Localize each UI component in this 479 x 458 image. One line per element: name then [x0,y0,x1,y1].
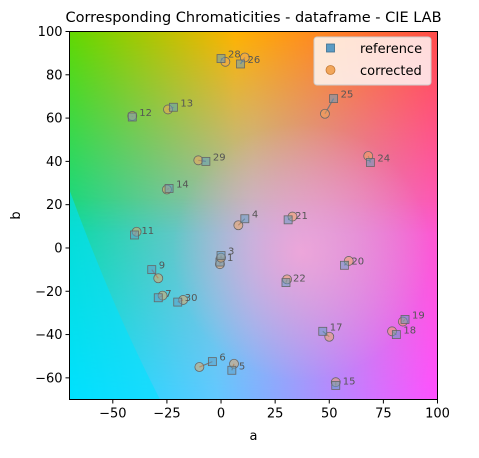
reference-point [216,54,226,63]
x-tick-label: −25 [153,407,180,422]
reference-point [169,102,178,112]
y-tick-label: 60 [46,112,63,127]
reference-point [153,293,163,303]
x-tick-label: −50 [99,407,126,422]
y-tick-label: 80 [46,68,63,83]
point-label: 11 [141,226,154,237]
point-label: 24 [377,153,390,164]
reference-point [281,278,291,288]
point-label: 28 [228,50,241,61]
x-axis-label: a [250,429,258,444]
reference-point [216,251,226,260]
reference-point [340,260,349,270]
point-label: 15 [343,376,356,387]
y-tick-label: 0 [54,241,62,256]
legend-marker-reference [326,43,335,53]
reference-point [329,94,338,104]
corrected-point [193,155,204,166]
x-tick-label: 25 [267,407,284,422]
point-label: 12 [139,108,152,119]
y-tick-label: −20 [35,285,62,300]
reference-point [130,230,139,240]
y-tick-label: 20 [46,198,63,213]
point-label: 20 [351,256,364,267]
y-tick-label: 40 [46,155,63,170]
point-label: 14 [176,179,189,190]
chromaticity-background [69,31,438,400]
x-tick-label: 100 [425,407,450,422]
reference-point [173,297,183,307]
y-tick-label: −60 [35,371,62,386]
point-label: 19 [412,310,425,321]
y-axis-label: b [9,211,24,219]
point-label: 5 [239,361,245,372]
reference-point [283,215,293,225]
x-tick-label: 0 [217,407,225,422]
point-label: 13 [180,98,193,109]
corrected-point [153,273,164,284]
legend-marker-corrected [325,65,336,75]
reference-point [147,265,157,275]
point-label: 30 [185,293,198,304]
x-tick-label: 75 [375,407,392,422]
point-label: 17 [330,322,343,333]
point-label: 29 [213,152,226,163]
point-label: 7 [165,289,171,300]
reference-point [400,315,410,324]
point-label: 3 [228,247,234,258]
legend: reference corrected [313,36,432,86]
reference-point [127,112,137,122]
reference-point [236,59,245,69]
point-label: 26 [248,55,261,66]
point-labels: 13 4 5 6 7 9 11 12 13 14 15 17 18 19 20 21 22 24 25 26 28 29 3… [139,50,424,388]
point-label: 22 [293,274,306,285]
reference-point [201,156,211,166]
reference-point [207,357,217,367]
x-tick-label: 50 [321,407,338,422]
y-axis-ticks: −60 −40 −20 0 20 40 60 80 100 [35,25,70,386]
reference-point [227,365,237,375]
reference-point [331,381,341,390]
point-label: 9 [159,261,165,272]
legend-box [313,36,432,86]
chart-title: Corresponding Chromaticities - dataframe… [65,10,441,26]
corrected-point [194,362,205,372]
point-label: 25 [341,90,354,101]
plot-frame [69,31,438,400]
point-label: 6 [219,353,225,364]
y-tick-label: −40 [35,328,62,343]
y-tick-label: 100 [38,25,63,40]
legend-label-reference: reference [360,42,422,57]
point-label: 18 [403,326,416,337]
reference-point [318,326,328,336]
markers [127,52,410,390]
reference-point [365,158,375,167]
reference-point [240,214,250,224]
corrected-point [320,108,330,119]
point-label: 1 [227,253,233,264]
point-label: 4 [252,210,258,221]
reference-point [164,184,174,193]
reference-point [391,330,401,339]
x-axis-ticks: −50 −25 0 25 50 75 100 [99,399,450,422]
point-label: 21 [295,211,308,222]
legend-label-corrected: corrected [360,64,422,79]
